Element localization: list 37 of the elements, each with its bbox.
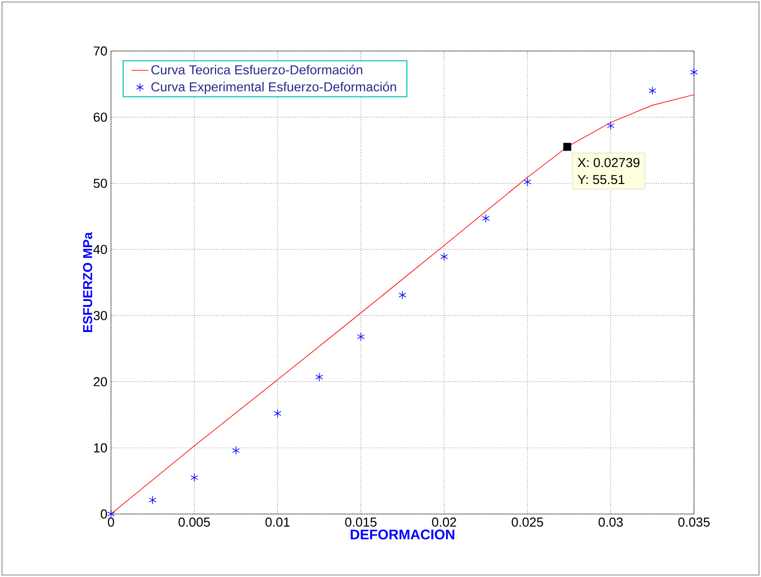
x-tick-label: 0.02 bbox=[432, 518, 456, 527]
point bbox=[232, 446, 240, 455]
point bbox=[357, 332, 365, 342]
x-tick-label: 0.015 bbox=[345, 518, 377, 527]
y-tick-label: 50 bbox=[94, 178, 107, 188]
point bbox=[315, 372, 324, 382]
point bbox=[524, 178, 532, 186]
y-tick-label: 70 bbox=[94, 46, 107, 56]
annotation: Y: 55.51 bbox=[578, 175, 624, 184]
x-tick-label: 0.01 bbox=[265, 518, 290, 527]
point bbox=[274, 409, 282, 418]
y-tick-label: 60 bbox=[94, 112, 107, 122]
point bbox=[398, 290, 406, 300]
point bbox=[690, 68, 698, 77]
y-axis-title: ESFUERZO MPa bbox=[83, 232, 92, 332]
y-tick-label: 10 bbox=[94, 443, 107, 452]
x-axis-title: DEFORMACION bbox=[350, 530, 454, 540]
point bbox=[606, 121, 615, 130]
y-tick-label: 0 bbox=[100, 509, 107, 519]
point bbox=[190, 473, 198, 482]
point bbox=[440, 252, 448, 262]
x-tick-label: 0.03 bbox=[598, 518, 623, 527]
point bbox=[482, 214, 490, 223]
legend-label: Curva Experimental Esfuerzo-Deformación bbox=[151, 82, 396, 94]
y-tick-label: 40 bbox=[93, 244, 107, 254]
legend-label: Curva Teorica Esfuerzo-Deformación bbox=[151, 64, 362, 74]
x-tick-label: 0.035 bbox=[678, 518, 710, 527]
y-tick-label: 30 bbox=[94, 310, 107, 320]
line-series bbox=[111, 94, 694, 514]
point bbox=[648, 86, 656, 96]
point bbox=[107, 510, 115, 518]
y-tick-label: 20 bbox=[94, 377, 107, 386]
annotation: X: 0.02739 bbox=[578, 158, 640, 168]
x-tick-label: 0.025 bbox=[512, 518, 544, 527]
x-tick-label: 0.005 bbox=[178, 518, 210, 527]
x-tick-label: 0 bbox=[108, 518, 114, 527]
point bbox=[148, 496, 156, 504]
